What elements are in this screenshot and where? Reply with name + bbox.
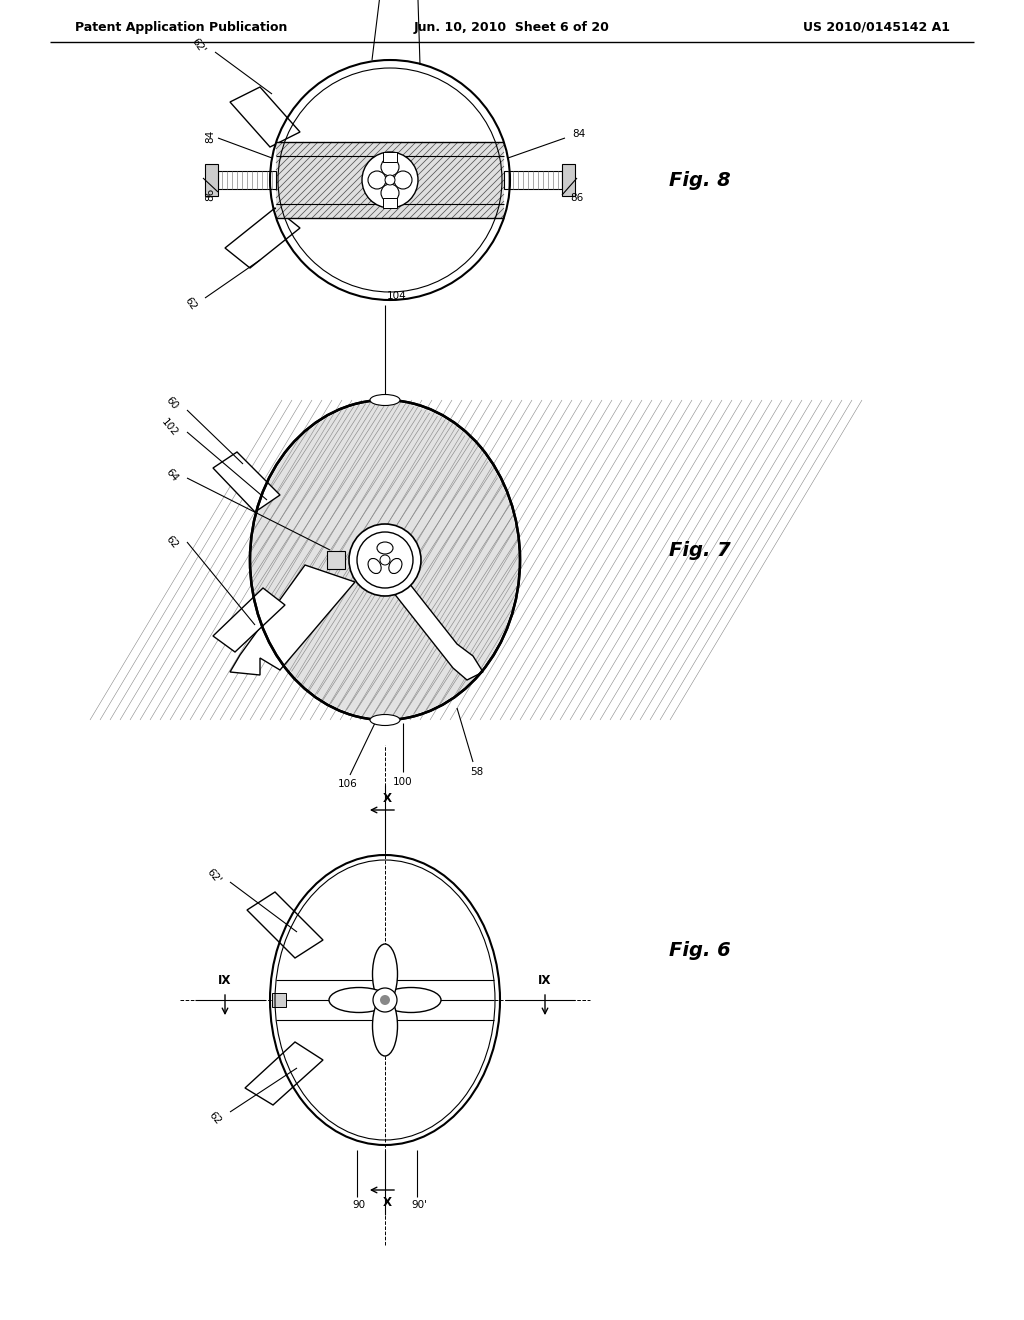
Bar bbox=[383, 198, 397, 209]
Bar bbox=[504, 172, 562, 189]
Text: 86: 86 bbox=[570, 193, 584, 203]
Text: 84: 84 bbox=[572, 129, 586, 139]
Ellipse shape bbox=[252, 403, 518, 718]
Ellipse shape bbox=[252, 403, 518, 718]
Ellipse shape bbox=[370, 714, 400, 726]
Bar bbox=[218, 172, 276, 189]
Text: 104: 104 bbox=[387, 290, 407, 301]
Circle shape bbox=[381, 158, 399, 176]
Text: 62: 62 bbox=[207, 1110, 223, 1126]
Text: 58: 58 bbox=[470, 767, 483, 777]
Polygon shape bbox=[247, 892, 323, 958]
Text: X: X bbox=[383, 792, 391, 805]
Bar bbox=[205, 164, 218, 195]
Text: 106: 106 bbox=[338, 779, 357, 789]
Text: 62': 62' bbox=[205, 867, 223, 886]
Text: 84: 84 bbox=[205, 129, 215, 143]
Text: 62': 62' bbox=[189, 37, 207, 55]
Bar bbox=[377, 975, 393, 983]
Bar bbox=[383, 152, 397, 162]
Text: 60: 60 bbox=[164, 395, 180, 412]
Polygon shape bbox=[213, 587, 285, 652]
Text: 64: 64 bbox=[164, 467, 180, 483]
Text: Fig. 8: Fig. 8 bbox=[669, 170, 731, 190]
Text: 86: 86 bbox=[205, 187, 215, 201]
Circle shape bbox=[362, 152, 418, 209]
Ellipse shape bbox=[373, 944, 397, 1005]
Ellipse shape bbox=[381, 987, 441, 1012]
Circle shape bbox=[381, 183, 399, 202]
Text: 90: 90 bbox=[352, 1200, 366, 1210]
Polygon shape bbox=[393, 578, 483, 680]
Ellipse shape bbox=[377, 543, 393, 554]
Circle shape bbox=[368, 172, 386, 189]
Ellipse shape bbox=[329, 987, 389, 1012]
Circle shape bbox=[380, 554, 390, 565]
Text: US 2010/0145142 A1: US 2010/0145142 A1 bbox=[803, 21, 950, 33]
Bar bbox=[327, 550, 345, 569]
Bar bbox=[272, 993, 286, 1007]
Circle shape bbox=[385, 176, 395, 185]
Text: 62: 62 bbox=[182, 296, 198, 313]
Text: Fig. 6: Fig. 6 bbox=[669, 940, 731, 960]
Text: 62: 62 bbox=[164, 533, 180, 550]
Text: Fig. 7: Fig. 7 bbox=[669, 540, 731, 560]
Circle shape bbox=[394, 172, 412, 189]
Ellipse shape bbox=[368, 558, 381, 574]
Polygon shape bbox=[230, 565, 355, 675]
Bar bbox=[377, 1016, 393, 1024]
Text: Patent Application Publication: Patent Application Publication bbox=[75, 21, 288, 33]
Text: 90': 90' bbox=[411, 1200, 427, 1210]
Text: 100: 100 bbox=[393, 777, 413, 787]
Ellipse shape bbox=[370, 395, 400, 405]
Bar bbox=[562, 164, 575, 195]
Bar bbox=[276, 143, 504, 218]
Polygon shape bbox=[230, 87, 300, 147]
Text: IX: IX bbox=[218, 974, 231, 986]
Ellipse shape bbox=[245, 395, 525, 725]
Polygon shape bbox=[225, 209, 300, 268]
Circle shape bbox=[357, 532, 413, 587]
Text: X: X bbox=[383, 1196, 391, 1209]
Polygon shape bbox=[213, 451, 280, 512]
Ellipse shape bbox=[389, 558, 402, 574]
Circle shape bbox=[373, 987, 397, 1012]
Polygon shape bbox=[245, 1041, 323, 1105]
Ellipse shape bbox=[373, 997, 397, 1056]
Text: IX: IX bbox=[539, 974, 552, 986]
Text: Jun. 10, 2010  Sheet 6 of 20: Jun. 10, 2010 Sheet 6 of 20 bbox=[414, 21, 610, 33]
Circle shape bbox=[380, 995, 390, 1005]
Text: 102: 102 bbox=[160, 417, 180, 438]
Circle shape bbox=[349, 524, 421, 597]
